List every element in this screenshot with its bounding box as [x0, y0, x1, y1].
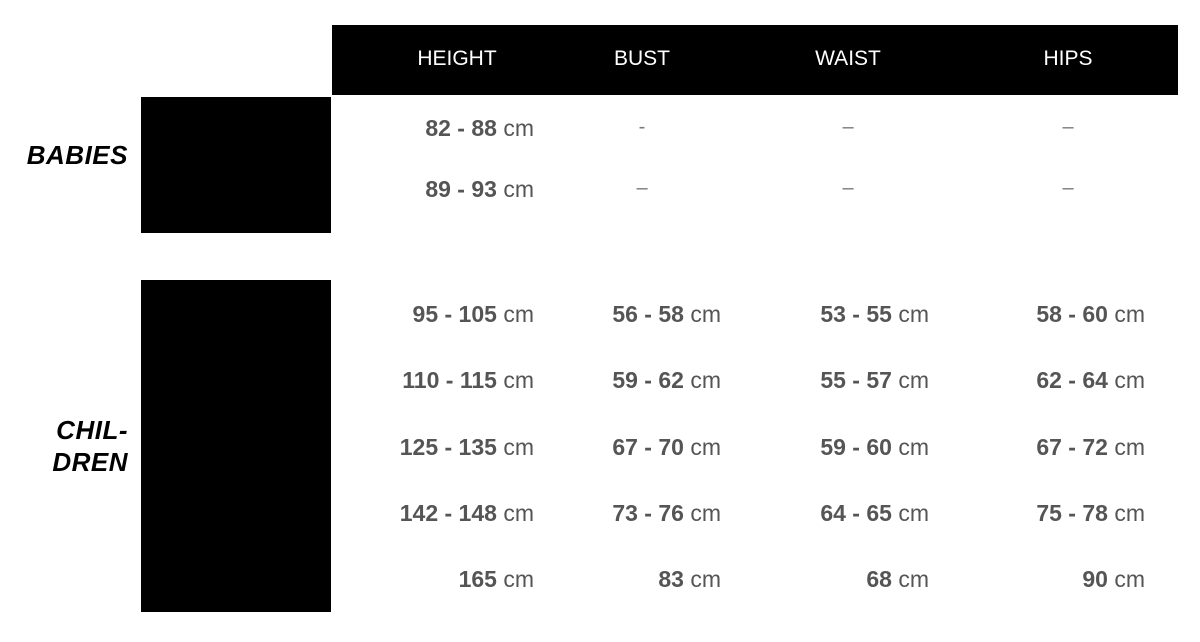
measurement-bust: 59 - 62 cm [612, 367, 721, 394]
unit-label: cm [503, 115, 534, 141]
measurement-value: 64 - 65 [820, 500, 892, 526]
unit-label: cm [503, 176, 534, 202]
measurement-waist: 59 - 60 cm [820, 434, 929, 461]
unit-label: cm [898, 367, 929, 393]
column-header: BUST [613, 47, 671, 70]
measurement-hips: 75 - 78 cm [1036, 500, 1145, 527]
measurement-value: 83 [658, 566, 684, 592]
babies-age-box [141, 97, 331, 233]
group-label-babies: BABIES [26, 140, 128, 170]
unit-label: cm [503, 566, 534, 592]
measurement-height: 82 - 88 cm [425, 115, 534, 142]
measurement-height: 95 - 105 cm [413, 301, 534, 328]
measurement-value: 82 - 88 [425, 115, 497, 141]
measurement-hips: 62 - 64 cm [1036, 367, 1145, 394]
measurement-height: 165 cm [459, 566, 534, 593]
measurement-waist: 53 - 55 cm [820, 301, 929, 328]
measurement-hips: 58 - 60 cm [1036, 301, 1145, 328]
measurement-hips: 67 - 72 cm [1036, 434, 1145, 461]
measurement-waist: 68 cm [866, 566, 929, 593]
measurement-value: 67 - 72 [1036, 434, 1108, 460]
measurement-value: 73 - 76 [612, 500, 684, 526]
unit-label: cm [898, 566, 929, 592]
unit-label: cm [898, 500, 929, 526]
unit-label: cm [1114, 434, 1145, 460]
measurement-value: 53 - 55 [820, 301, 892, 327]
unit-label: cm [690, 367, 721, 393]
measurement-value: 142 - 148 [399, 500, 497, 526]
unit-label: cm [1114, 500, 1145, 526]
measurement-value: 165 [458, 566, 497, 592]
measurement-bust: 67 - 70 cm [612, 434, 721, 461]
measurement-value: 67 - 70 [612, 434, 684, 460]
measurement-hips: 90 cm [1082, 566, 1145, 593]
empty-cell: – [1062, 177, 1074, 199]
unit-label: cm [1114, 566, 1145, 592]
measurement-value: 55 - 57 [820, 367, 892, 393]
column-header: HEIGHT [417, 47, 497, 70]
unit-label: cm [898, 301, 929, 327]
column-header: HIPS [1043, 47, 1093, 70]
column-header: WAIST [815, 47, 881, 70]
empty-cell: – [1062, 116, 1074, 138]
measurement-value: 95 - 105 [412, 301, 497, 327]
measurement-value: 56 - 58 [612, 301, 684, 327]
measurement-height: 89 - 93 cm [425, 176, 534, 203]
unit-label: cm [503, 434, 534, 460]
group-label-line: DREN [52, 447, 128, 477]
measurement-value: 89 - 93 [425, 176, 497, 202]
measurement-height: 142 - 148 cm [400, 500, 534, 527]
unit-label: cm [690, 566, 721, 592]
unit-label: cm [690, 301, 721, 327]
unit-label: cm [1114, 367, 1145, 393]
measurement-value: 62 - 64 [1036, 367, 1108, 393]
unit-label: cm [1114, 301, 1145, 327]
measurement-bust: 73 - 76 cm [612, 500, 721, 527]
unit-label: cm [690, 500, 721, 526]
header-bar [332, 25, 1178, 95]
measurement-value: 110 - 115 [402, 367, 497, 393]
group-label-children: CHIL- DREN [52, 414, 128, 478]
measurement-height: 110 - 115 cm [402, 367, 534, 394]
empty-cell: – [636, 177, 648, 199]
measurement-value: 59 - 62 [612, 367, 684, 393]
measurement-bust: 83 cm [658, 566, 721, 593]
unit-label: cm [690, 434, 721, 460]
unit-label: cm [898, 434, 929, 460]
measurement-value: 90 [1082, 566, 1108, 592]
measurement-value: 59 - 60 [820, 434, 892, 460]
unit-label: cm [503, 301, 534, 327]
measurement-bust: 56 - 58 cm [612, 301, 721, 328]
measurement-value: 58 - 60 [1036, 301, 1108, 327]
unit-label: cm [503, 500, 534, 526]
empty-cell: – [842, 116, 854, 138]
empty-cell: – [842, 177, 854, 199]
children-age-box [141, 280, 331, 612]
measurement-height: 125 - 135 cm [400, 434, 534, 461]
group-label-line: CHIL- [56, 415, 128, 445]
unit-label: cm [503, 367, 534, 393]
measurement-value: 125 - 135 [399, 434, 497, 460]
measurement-value: 75 - 78 [1036, 500, 1108, 526]
measurement-waist: 64 - 65 cm [820, 500, 929, 527]
measurement-waist: 55 - 57 cm [820, 367, 929, 394]
empty-cell: - [638, 116, 646, 138]
measurement-value: 68 [866, 566, 892, 592]
